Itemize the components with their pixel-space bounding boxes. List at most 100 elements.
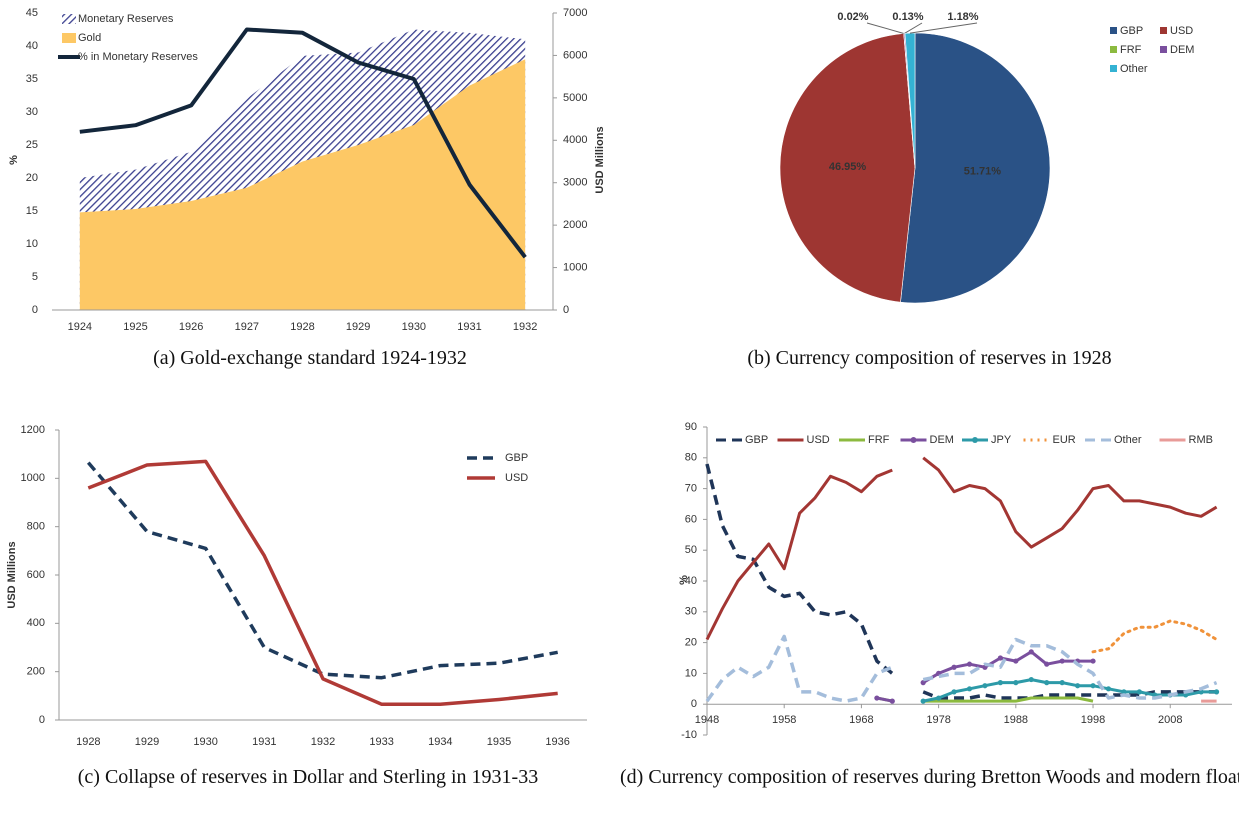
legend-swatch bbox=[1110, 46, 1117, 53]
marker bbox=[874, 695, 880, 701]
caption: (d) Currency composition of reserves dur… bbox=[620, 766, 1239, 788]
legend-swatch bbox=[1160, 46, 1167, 53]
y-tick-label: 1000 bbox=[21, 472, 45, 484]
legend-label: USD bbox=[807, 434, 830, 446]
legend-label: % in Monetary Reserves bbox=[78, 51, 198, 63]
x-tick-label: 1932 bbox=[311, 736, 335, 748]
x-tick-label: 1968 bbox=[849, 714, 873, 726]
data-label: 51.71% bbox=[964, 166, 1002, 178]
y2-tick-label: 4000 bbox=[563, 134, 587, 146]
legend-label: Other bbox=[1120, 63, 1148, 75]
y-tick-label: 600 bbox=[27, 569, 45, 581]
caption: (c) Collapse of reserves in Dollar and S… bbox=[77, 766, 539, 788]
y-tick-label: 200 bbox=[27, 666, 45, 678]
x-tick-label: 1958 bbox=[772, 714, 796, 726]
legend-label: USD bbox=[1170, 25, 1193, 37]
data-label: 1.18% bbox=[947, 11, 978, 23]
x-tick-label: 1924 bbox=[68, 321, 92, 333]
data-label: 0.02% bbox=[837, 11, 868, 23]
x-tick-label: 1926 bbox=[179, 321, 203, 333]
y-tick-label: 25 bbox=[26, 139, 38, 151]
line bbox=[86, 461, 559, 680]
legend-label: Gold bbox=[78, 32, 101, 44]
x-tick-label: 1928 bbox=[76, 736, 100, 748]
x-tick-label: 1932 bbox=[513, 321, 537, 333]
marker bbox=[1013, 658, 1019, 664]
y-tick-label: 40 bbox=[685, 575, 697, 587]
marker bbox=[1028, 649, 1034, 655]
y-tick-label: 40 bbox=[26, 40, 38, 52]
y-tick-label: 70 bbox=[685, 483, 697, 495]
legend-label: DEM bbox=[930, 434, 954, 446]
marker bbox=[982, 683, 988, 689]
y-tick-label: 0 bbox=[32, 304, 38, 316]
legend-swatch bbox=[1160, 27, 1167, 34]
x-tick-label: 1998 bbox=[1081, 714, 1105, 726]
y-tick-label: 30 bbox=[26, 106, 38, 118]
y2-tick-label: 1000 bbox=[563, 261, 587, 273]
marker bbox=[1213, 689, 1220, 695]
x-tick-label: 1925 bbox=[123, 321, 147, 333]
x-tick-label: 2008 bbox=[1158, 714, 1182, 726]
pie-slice bbox=[900, 32, 1051, 304]
legend-swatch bbox=[62, 14, 76, 24]
legend-label: FRF bbox=[1120, 44, 1142, 56]
pie-slice bbox=[779, 33, 916, 303]
y-tick-label: 35 bbox=[26, 73, 38, 85]
marker bbox=[1136, 689, 1142, 695]
line bbox=[1091, 619, 1219, 654]
y2-tick-label: 2000 bbox=[563, 219, 587, 231]
leader bbox=[866, 22, 904, 34]
legend-swatch bbox=[1110, 65, 1117, 72]
marker bbox=[1121, 689, 1127, 695]
legend-label: GBP bbox=[1120, 25, 1143, 37]
line bbox=[79, 27, 527, 259]
y-tick-label: 0 bbox=[39, 714, 45, 726]
x-tick-label: 1935 bbox=[487, 736, 511, 748]
axis-title: % bbox=[8, 155, 20, 165]
y-tick-label: 50 bbox=[685, 544, 697, 556]
line bbox=[876, 696, 1094, 703]
y-tick-label: 5 bbox=[32, 271, 38, 283]
y-tick-label: 400 bbox=[27, 617, 45, 629]
legend-label: EUR bbox=[1053, 434, 1076, 446]
legend-swatch bbox=[972, 437, 978, 443]
y-tick-label: 15 bbox=[26, 205, 38, 217]
y2-tick-label: 3000 bbox=[563, 177, 587, 189]
leader bbox=[904, 22, 923, 34]
legend-label: GBP bbox=[505, 452, 528, 464]
area bbox=[79, 59, 526, 311]
caption: (a) Gold-exchange standard 1924-1932 bbox=[153, 347, 467, 369]
line bbox=[705, 463, 1217, 700]
x-tick-label: 1933 bbox=[369, 736, 393, 748]
x-tick-label: 1930 bbox=[193, 736, 217, 748]
marker bbox=[936, 695, 942, 701]
marker bbox=[1028, 676, 1034, 683]
legend-label: USD bbox=[505, 472, 528, 484]
x-tick-label: 1931 bbox=[252, 736, 276, 748]
y-tick-label: 45 bbox=[26, 7, 38, 19]
x-tick-label: 1948 bbox=[695, 714, 719, 726]
marker bbox=[1013, 680, 1019, 686]
leader bbox=[909, 22, 978, 34]
legend-label: GBP bbox=[745, 434, 768, 446]
x-tick-label: 1929 bbox=[346, 321, 370, 333]
axis-title: % bbox=[678, 575, 690, 585]
y2-tick-label: 0 bbox=[563, 304, 569, 316]
x-tick-label: 1930 bbox=[402, 321, 426, 333]
data-label: 46.95% bbox=[829, 161, 867, 173]
caption: (b) Currency composition of reserves in … bbox=[747, 347, 1112, 369]
y-tick-label: 1200 bbox=[21, 424, 45, 436]
line bbox=[87, 459, 558, 707]
y-tick-label: 800 bbox=[27, 521, 45, 533]
marker bbox=[1105, 686, 1112, 692]
x-tick-label: 1931 bbox=[457, 321, 481, 333]
x-tick-label: 1936 bbox=[545, 736, 569, 748]
marker bbox=[966, 686, 973, 692]
marker bbox=[1044, 661, 1050, 667]
x-tick-label: 1929 bbox=[135, 736, 159, 748]
marker bbox=[1090, 683, 1096, 689]
axis-title: USD Millions bbox=[594, 126, 606, 193]
